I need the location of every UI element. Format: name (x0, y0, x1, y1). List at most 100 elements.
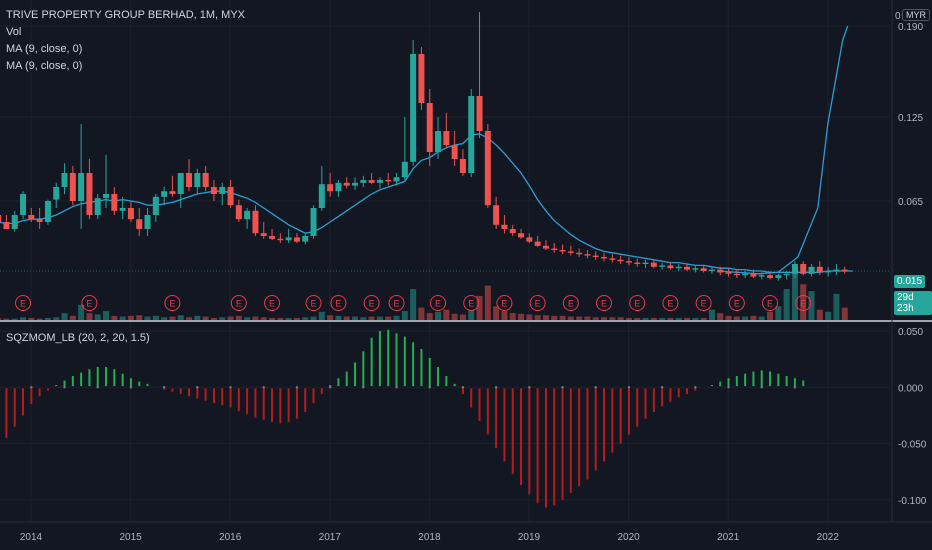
candle-body (567, 251, 574, 253)
candle-body (36, 219, 43, 222)
candle-body (127, 208, 134, 220)
squeeze-dot (337, 386, 340, 389)
candle-body (692, 268, 699, 270)
volume-bar (534, 315, 541, 320)
earnings-marker-label: E (667, 299, 673, 309)
earnings-marker (596, 295, 613, 311)
candle-body (244, 210, 251, 220)
volume-bar (127, 315, 134, 320)
squeeze-dot (138, 386, 141, 389)
volume-bar (758, 316, 765, 320)
candle-body (791, 264, 798, 274)
ma2-legend[interactable]: MA (9, close, 0) (6, 60, 83, 72)
candle-body (634, 262, 641, 264)
squeeze-dot (611, 386, 614, 389)
time-axis-label: 2022 (817, 532, 840, 543)
squeeze-dot (544, 386, 548, 389)
volume-bar (343, 316, 350, 320)
volume-bar (733, 316, 740, 320)
candle-body (816, 266, 823, 273)
volume-bar (501, 311, 508, 320)
volume-bar (161, 317, 168, 320)
volume-bar (476, 295, 483, 320)
candle-body (119, 208, 126, 211)
volume-bar (202, 316, 209, 320)
squeeze-dot (270, 386, 274, 389)
volume-bar (459, 314, 466, 320)
squeeze-dot (370, 386, 373, 389)
squeeze-dot (511, 386, 514, 389)
candle-body (601, 257, 608, 259)
volume-bar (252, 316, 259, 320)
oscillator-title[interactable]: SQZMOM_LB (20, 2, 20, 1.5) (6, 332, 150, 344)
squeeze-dot (752, 386, 755, 389)
time-axis-label: 2018 (418, 532, 441, 543)
squeeze-dot (528, 386, 531, 389)
candle-body (161, 191, 168, 197)
volume-bars (0, 265, 848, 320)
earnings-marker-label: E (734, 299, 740, 309)
candle-body (277, 238, 284, 241)
candle-body (733, 273, 740, 276)
earnings-marker-label: E (311, 299, 317, 309)
volume-bar (219, 317, 226, 320)
ma-line (0, 133, 853, 274)
candle-body (0, 215, 2, 222)
volume-bar (401, 311, 408, 320)
earnings-marker (388, 295, 405, 311)
candle-body (418, 54, 425, 103)
candle-body (360, 180, 367, 183)
candle-body (310, 208, 317, 236)
squeeze-dot (204, 386, 207, 389)
volume-bar (210, 317, 217, 320)
osc-axis-label: -0.100 (898, 496, 927, 507)
candle-body (800, 264, 807, 274)
volume-bar (111, 315, 118, 320)
squeeze-dot (785, 386, 788, 389)
candle-body (775, 275, 782, 278)
price-axis-label: 0.125 (898, 113, 923, 124)
currency-badge[interactable]: MYR (902, 9, 930, 21)
squeeze-dot (660, 386, 664, 389)
candle-body (625, 261, 632, 263)
squeeze-dot (677, 386, 680, 389)
earnings-marker (264, 295, 281, 311)
candle-body (708, 269, 715, 271)
candle-body (94, 198, 101, 215)
candle-body (592, 255, 599, 257)
volume-bar (767, 311, 774, 320)
squeeze-dot (79, 386, 83, 389)
ma1-legend[interactable]: MA (9, close, 0) (6, 43, 83, 55)
squeeze-dot (154, 386, 158, 389)
squeeze-dot (445, 386, 448, 389)
time-axis-label: 2021 (717, 532, 740, 543)
volume-bar (650, 317, 657, 320)
squeeze-dot (328, 386, 332, 389)
squeeze-dot (453, 386, 456, 389)
last-price-tag: 0.015 (894, 275, 926, 288)
volume-bar (634, 317, 641, 320)
squeeze-dot (760, 386, 763, 389)
vol-legend[interactable]: Vol (6, 26, 22, 38)
volume-bar (186, 317, 193, 320)
squeeze-dot (461, 386, 465, 389)
candle-body (111, 194, 118, 211)
symbol-title[interactable]: TRIVE PROPERTY GROUP BERHAD, 1M, MYX (6, 9, 245, 21)
time-axis-label: 2020 (617, 532, 640, 543)
volume-bar (335, 315, 342, 320)
squeeze-dot (88, 386, 91, 389)
volume-bar (435, 311, 442, 320)
candlesticks (0, 12, 848, 281)
squeeze-dot (362, 386, 365, 389)
earnings-marker-label: E (767, 299, 773, 309)
volume-bar (833, 293, 840, 320)
candle-body (260, 233, 267, 236)
candle-body (426, 103, 433, 152)
earnings-marker (695, 295, 712, 311)
earnings-marker-label: E (169, 299, 175, 309)
volume-bar (152, 315, 159, 320)
candle-body (53, 187, 60, 200)
time-axis-label: 2017 (319, 532, 342, 543)
